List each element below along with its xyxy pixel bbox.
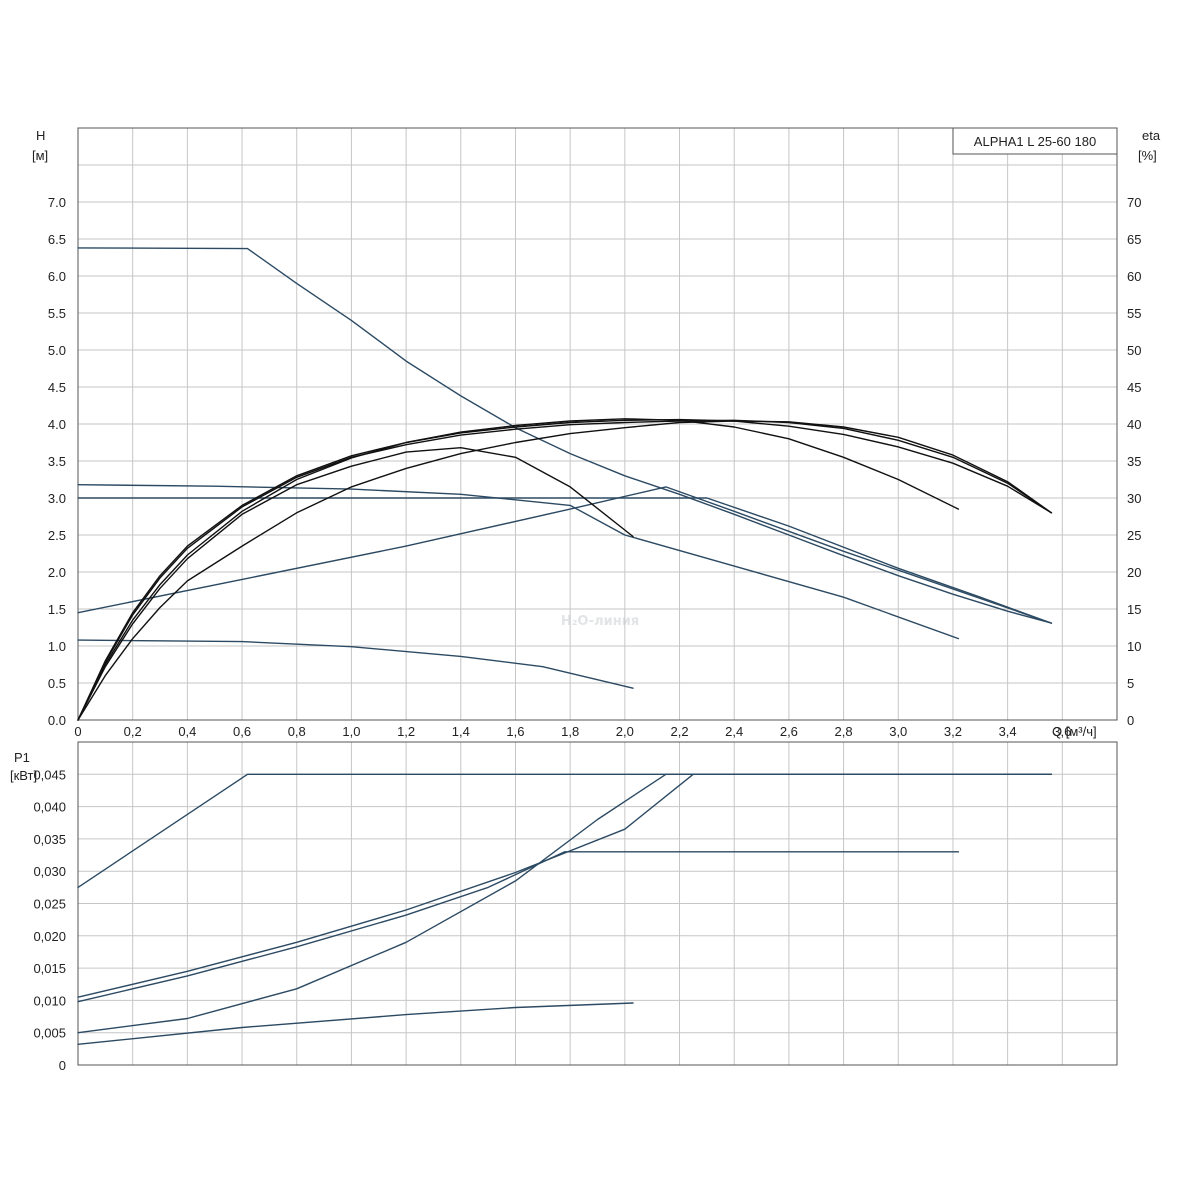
x-tick-label: 1,8: [561, 724, 579, 739]
p1-curve-1: [77, 773, 1053, 889]
y2-tick-label: 30: [1127, 491, 1141, 506]
x-tick-label: 3,4: [999, 724, 1017, 739]
y-tick-label: 5.0: [48, 343, 66, 358]
x-axis-label: Q [м³/ч]: [1052, 724, 1097, 739]
x-tick-label: 0,8: [288, 724, 306, 739]
p1-axis-label-unit: [кВт]: [10, 768, 37, 783]
x-tick-label: 2,4: [725, 724, 743, 739]
y-tick-label: 0.5: [48, 676, 66, 691]
y-tick-label: 2.5: [48, 528, 66, 543]
p1-curve-5: [77, 1002, 634, 1045]
p1-tick-label: 0: [59, 1058, 66, 1073]
y2-tick-label: 0: [1127, 713, 1134, 728]
p1-tick-label: 0,045: [33, 767, 66, 782]
x-tick-label: 1,4: [452, 724, 470, 739]
top-chart-grid: [77, 127, 1118, 721]
y-tick-label: 4.0: [48, 417, 66, 432]
eta-curve-4: [77, 447, 634, 721]
y-axis-label-symbol: H: [36, 128, 45, 143]
y2-tick-label: 15: [1127, 602, 1141, 617]
y2-axis-label-unit: [%]: [1138, 148, 1157, 163]
head-curve-4: [77, 486, 1053, 624]
y2-tick-label: 70: [1127, 195, 1141, 210]
x-tick-label: 3,2: [944, 724, 962, 739]
p1-curve-4: [77, 773, 1053, 1034]
p1-tick-label: 0,010: [33, 993, 66, 1008]
y-tick-label: 5.5: [48, 306, 66, 321]
y-tick-label: 7.0: [48, 195, 66, 210]
x-tick-label: 3,6: [1053, 724, 1071, 739]
head-curve-1: [77, 247, 1053, 624]
p1-tick-label: 0,040: [33, 800, 66, 815]
y-tick-label: 6.0: [48, 269, 66, 284]
y-tick-label: 4.5: [48, 380, 66, 395]
watermark: H₂O-линия: [561, 614, 639, 629]
p1-tick-label: 0,035: [33, 832, 66, 847]
y2-tick-label: 20: [1127, 565, 1141, 580]
series-layer: [77, 247, 1053, 1045]
y2-tick-label: 45: [1127, 380, 1141, 395]
x-tick-label: 2,2: [670, 724, 688, 739]
top-chart-frame: [77, 127, 1118, 721]
p1-tick-label: 0,005: [33, 1026, 66, 1041]
label-layer: 0 0,2 0,4 0,6 0,8 1,0 1,2 1,4 1,6 1,8 2,0 2,2 2,4 2,6…: [10, 127, 1161, 1073]
x-tick-label: 2,6: [780, 724, 798, 739]
x-tick-label: 1,2: [397, 724, 415, 739]
p1-tick-label: 0,015: [33, 961, 66, 976]
y-tick-label: 0.0: [48, 713, 66, 728]
y2-tick-label: 50: [1127, 343, 1141, 358]
eta-curve-5: [77, 420, 1053, 721]
x-tick-label: 2,0: [616, 724, 634, 739]
y2-tick-label: 10: [1127, 639, 1141, 654]
p1-curve-3: [77, 851, 960, 1003]
title-box: [952, 127, 1118, 155]
x-tick-label: 3,0: [889, 724, 907, 739]
p1-tick-label: 0,025: [33, 897, 66, 912]
x-tick-label: 0,2: [124, 724, 142, 739]
head-curve-2: [77, 497, 1053, 624]
y-axis-label-unit: [м]: [32, 148, 48, 163]
p1-tick-label: 0,020: [33, 929, 66, 944]
head-curve-3: [77, 484, 960, 640]
x-tick-label: 0,6: [233, 724, 251, 739]
y2-tick-label: 35: [1127, 454, 1141, 469]
p1-tick-label: 0,030: [33, 864, 66, 879]
eta-curve-3: [77, 419, 1053, 721]
y-tick-label: 2.0: [48, 565, 66, 580]
y2-tick-label: 55: [1127, 306, 1141, 321]
p1-axis-label-symbol: P1: [14, 750, 30, 765]
y2-axis-label-symbol: eta: [1142, 128, 1161, 143]
x-tick-label: 1,0: [342, 724, 360, 739]
y2-tick-label: 25: [1127, 528, 1141, 543]
eta-curve-1: [77, 418, 1053, 721]
x-tick-label: 0: [74, 724, 81, 739]
y-tick-label: 1.5: [48, 602, 66, 617]
y-tick-label: 6.5: [48, 232, 66, 247]
x-tick-label: 2,8: [835, 724, 853, 739]
chart-title: ALPHA1 L 25-60 180: [974, 134, 1096, 149]
x-tick-label: 0,4: [178, 724, 196, 739]
y2-tick-label: 60: [1127, 269, 1141, 284]
bottom-chart-grid: [77, 741, 1118, 1066]
y-tick-label: 3.5: [48, 454, 66, 469]
bottom-chart-frame: [77, 741, 1118, 1066]
y2-tick-label: 40: [1127, 417, 1141, 432]
y-tick-label: 1.0: [48, 639, 66, 654]
y2-tick-label: 65: [1127, 232, 1141, 247]
p1-curve-2: [77, 773, 1053, 998]
eta-curve-2: [77, 418, 960, 721]
y-tick-label: 3.0: [48, 491, 66, 506]
x-tick-label: 1,6: [506, 724, 524, 739]
head-curve-5: [77, 639, 634, 689]
y2-tick-label: 5: [1127, 676, 1134, 691]
